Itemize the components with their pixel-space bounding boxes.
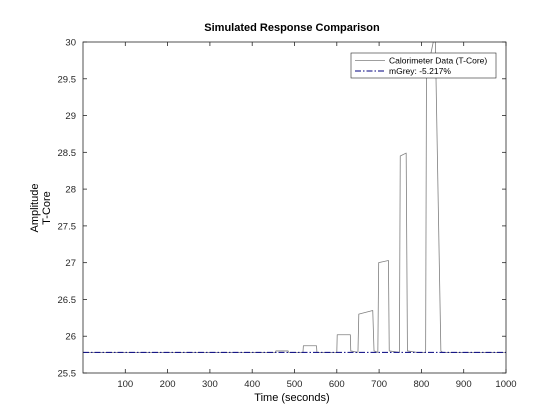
plot-area — [83, 42, 506, 373]
legend-label-calorimeter: Calorimeter Data (T-Core) — [389, 56, 487, 66]
y-tick-label: 28.5 — [58, 148, 77, 159]
y-tick-label: 29.5 — [58, 74, 77, 85]
legend-label-mgrey: mGrey: -5.217% — [389, 66, 451, 76]
y-tick-label: 26.5 — [58, 295, 77, 306]
x-tick-label: 100 — [117, 379, 133, 390]
x-tick-label: 800 — [413, 379, 429, 390]
x-tick-label: 1000 — [495, 379, 516, 390]
x-tick-label: 200 — [160, 379, 176, 390]
x-axis: 100 200 300 400 500 600 700 800 900 1000 — [117, 42, 517, 390]
series-line-calorimeter — [83, 42, 506, 353]
x-tick-label: 700 — [371, 379, 387, 390]
x-tick-label: 400 — [244, 379, 260, 390]
y-axis-label-line2: T-Core — [41, 191, 53, 225]
legend: Calorimeter Data (T-Core) mGrey: -5.217% — [350, 52, 497, 79]
chart-title: Simulated Response Comparison — [204, 22, 380, 34]
y-tick-label: 29 — [65, 111, 76, 122]
x-axis-label: Time (seconds) — [254, 392, 329, 404]
x-tick-label: 300 — [202, 379, 218, 390]
x-tick-label: 900 — [456, 379, 472, 390]
y-axis: 25.5 26 26.5 27 27.5 28 28.5 29 29.5 30 — [58, 38, 506, 380]
y-tick-label: 25.5 — [58, 369, 77, 380]
y-tick-label: 27 — [65, 258, 76, 269]
series-layer — [83, 42, 506, 353]
y-tick-label: 30 — [65, 38, 76, 49]
y-axis-label-line1: Amplitude — [29, 184, 41, 233]
y-tick-label: 26 — [65, 332, 76, 343]
x-tick-label: 500 — [287, 379, 303, 390]
y-tick-label: 28 — [65, 185, 76, 196]
x-tick-label: 600 — [329, 379, 345, 390]
y-tick-label: 27.5 — [58, 221, 77, 232]
legend-box — [350, 52, 497, 79]
